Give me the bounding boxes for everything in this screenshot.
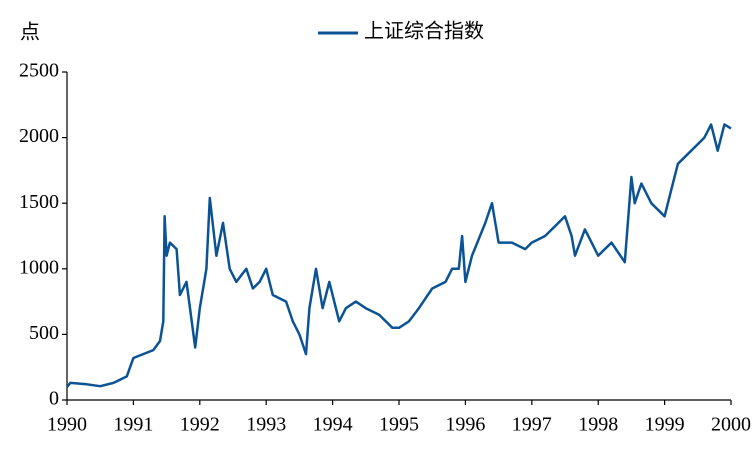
x-tick-label: 1999 (645, 414, 685, 436)
y-tick-label: 2000 (19, 125, 59, 147)
x-tick-label: 1995 (379, 414, 419, 436)
y-tick-label: 1500 (19, 191, 59, 213)
x-tick-label: 1998 (578, 414, 618, 436)
legend-label: 上证综合指数 (364, 20, 484, 43)
x-tick-label: 2000 (711, 414, 751, 436)
x-tick-label: 1997 (512, 414, 552, 436)
series-line (66, 123, 732, 388)
x-tick-label: 1992 (180, 414, 220, 436)
x-tick-label: 1994 (313, 414, 353, 436)
y-tick-label: 500 (29, 322, 59, 344)
x-tick-label: 1990 (47, 414, 87, 436)
y-tick-label: 1000 (19, 256, 59, 278)
x-tick-label: 1991 (113, 414, 153, 436)
y-tick-label: 2500 (19, 60, 59, 82)
y-axis-label: 点 (20, 21, 40, 44)
x-tick-label: 1996 (445, 414, 485, 436)
x-tick-label: 1993 (246, 414, 286, 436)
y-tick-label: 0 (49, 388, 59, 410)
